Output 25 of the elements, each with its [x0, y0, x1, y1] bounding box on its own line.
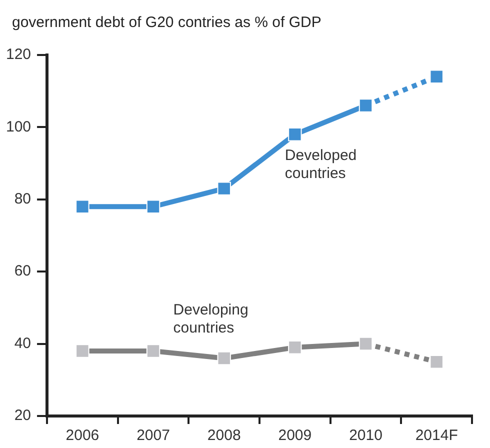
x-tick-label: 2010: [349, 427, 382, 444]
y-tick-label: 100: [6, 118, 32, 136]
point: [217, 182, 231, 196]
chart-title: government debt of G20 contries as % of GDP: [12, 14, 322, 31]
x-tick-label: 2008: [207, 427, 241, 444]
point: [76, 200, 90, 214]
series-label: Developing countries: [173, 302, 248, 337]
y-tick-label: 20: [14, 407, 32, 424]
point: [146, 200, 160, 214]
y-tick-label: 40: [14, 334, 32, 352]
point: [217, 351, 231, 366]
point: [76, 344, 90, 358]
point: [430, 354, 444, 369]
x-tick-label: 2006: [66, 427, 100, 444]
point: [288, 128, 302, 142]
series-label: Developed countries: [284, 147, 357, 182]
point: [146, 344, 160, 358]
x-tick-label: 2014F: [415, 427, 458, 444]
y-tick-label: 60: [14, 262, 32, 280]
point: [288, 340, 302, 354]
y-tick-label: 120: [6, 46, 32, 64]
x-tick-label: 2009: [278, 427, 312, 444]
point: [430, 70, 444, 84]
x-tick-label: 2007: [136, 427, 170, 444]
y-tick-label: 80: [14, 190, 32, 208]
